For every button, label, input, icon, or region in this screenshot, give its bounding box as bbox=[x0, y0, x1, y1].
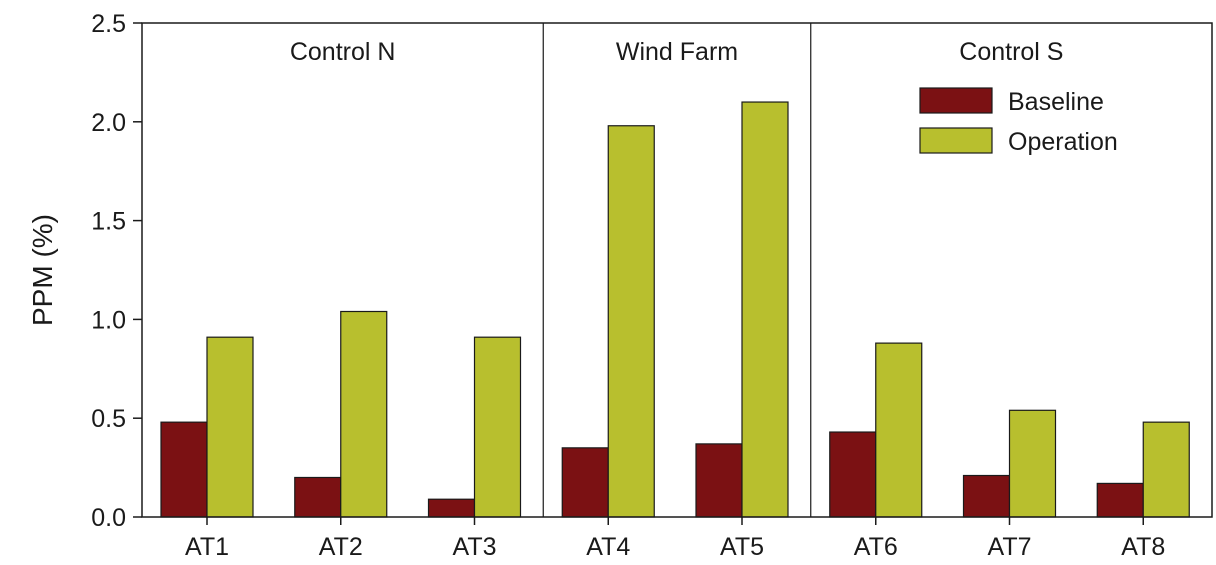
bar-baseline-at8 bbox=[1096, 482, 1144, 518]
bar-baseline-at2 bbox=[294, 476, 342, 518]
group-separators bbox=[542, 23, 812, 517]
bar-operation-at2 bbox=[340, 310, 388, 518]
bar-operation-at6 bbox=[875, 342, 923, 518]
bar-operation-at3 bbox=[473, 336, 522, 518]
legend: Baseline Operation bbox=[919, 87, 1118, 156]
x-tick-label: AT1 bbox=[185, 533, 229, 561]
x-tick-label: AT2 bbox=[319, 533, 363, 561]
bar-baseline-at7 bbox=[962, 474, 1011, 518]
bar-baseline-at3 bbox=[427, 498, 476, 518]
bar-series bbox=[160, 101, 1190, 518]
bar-baseline-at5 bbox=[695, 443, 743, 518]
x-axis: AT1 AT2 AT3 AT4 AT5 AT6 AT7 AT8 bbox=[185, 517, 1165, 561]
group-labels: Control N Wind Farm Control S bbox=[290, 38, 1064, 66]
legend-label-operation: Operation bbox=[1008, 128, 1118, 156]
y-tick-label: 2.0 bbox=[91, 109, 126, 137]
group-label: Control S bbox=[959, 38, 1063, 66]
bar-baseline-at1 bbox=[160, 421, 208, 518]
bar-operation-at1 bbox=[206, 336, 254, 518]
x-tick-label: AT8 bbox=[1121, 533, 1165, 561]
legend-swatch-baseline bbox=[919, 87, 993, 114]
y-tick-label: 1.0 bbox=[91, 306, 126, 334]
y-tick-label: 0.0 bbox=[91, 504, 126, 532]
x-tick-label: AT3 bbox=[453, 533, 497, 561]
legend-swatch-operation bbox=[919, 127, 993, 154]
y-axis-label: PPM (%) bbox=[27, 214, 58, 326]
y-tick-label: 1.5 bbox=[91, 208, 126, 236]
y-axis: 0.0 0.5 1.0 1.5 2.0 2.5 bbox=[91, 10, 142, 532]
bar-operation-at4 bbox=[607, 125, 655, 518]
x-tick-label: AT4 bbox=[586, 533, 630, 561]
x-tick-label: AT7 bbox=[988, 533, 1032, 561]
group-label: Control N bbox=[290, 38, 396, 66]
bar-operation-at8 bbox=[1142, 421, 1190, 518]
y-tick-label: 2.5 bbox=[91, 10, 126, 38]
bar-operation-at7 bbox=[1008, 409, 1057, 518]
y-tick-label: 0.5 bbox=[91, 405, 126, 433]
x-tick-label: AT6 bbox=[854, 533, 898, 561]
group-label: Wind Farm bbox=[616, 38, 738, 66]
bar-operation-at5 bbox=[741, 101, 789, 518]
x-tick-label: AT5 bbox=[720, 533, 764, 561]
plot-frame bbox=[141, 22, 1213, 518]
bar-baseline-at6 bbox=[829, 431, 877, 518]
legend-label-baseline: Baseline bbox=[1008, 88, 1104, 116]
bar-baseline-at4 bbox=[561, 447, 609, 518]
